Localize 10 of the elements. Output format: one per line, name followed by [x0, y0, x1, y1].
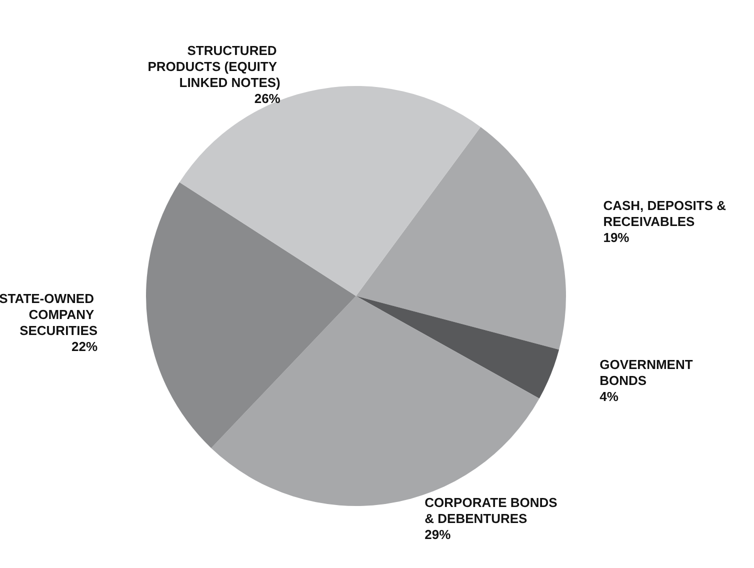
data-label: 26% [254, 91, 281, 106]
slice-label: CASH, DEPOSITS & RECEIVABLES [603, 198, 730, 229]
data-label: 22% [72, 339, 98, 354]
slice-label: STRUCTURED PRODUCTS (EQUITY LINKED NOTES) [148, 43, 280, 90]
data-label: 29% [424, 526, 452, 542]
data-label: 4% [600, 388, 619, 404]
slice-label: GOVERNMENT BONDS [600, 356, 696, 388]
data-label: 19% [603, 230, 630, 245]
slice-label: CORPORATE BONDS & DEBENTURES [424, 494, 561, 526]
slice-label: STATE-OWNED COMPANY SECURITIES [0, 291, 98, 338]
